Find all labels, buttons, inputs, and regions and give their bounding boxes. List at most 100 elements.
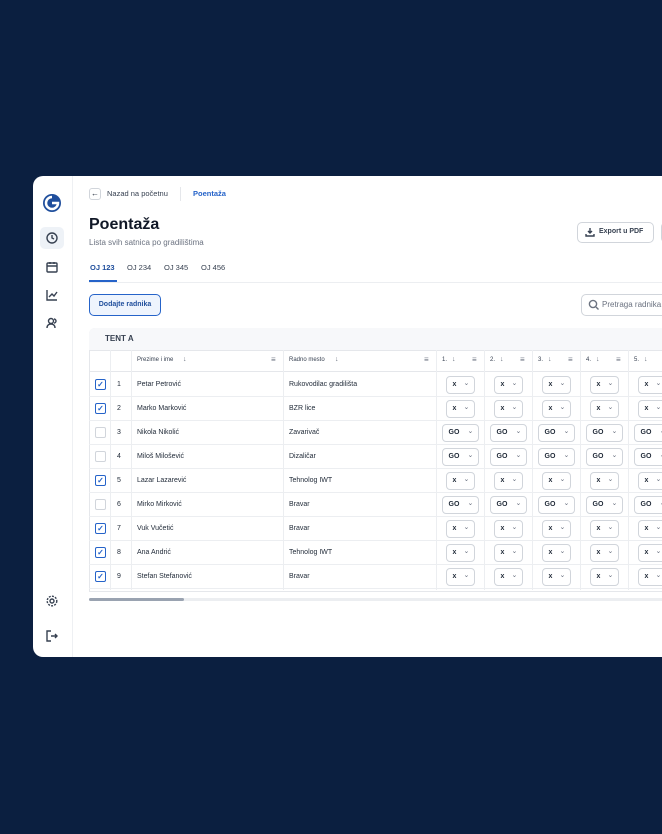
day-select[interactable] [541, 544, 571, 562]
day-select[interactable] [637, 568, 662, 586]
sort-icon[interactable]: ↓ [335, 356, 339, 363]
day-select[interactable] [493, 544, 523, 562]
day-select[interactable] [589, 472, 619, 490]
day-select[interactable] [493, 400, 523, 418]
checkbox[interactable]: ✓ [95, 403, 106, 414]
day-select[interactable] [589, 400, 619, 418]
column-header: 1. [442, 357, 448, 363]
nav-users[interactable] [46, 317, 58, 329]
day-select[interactable] [537, 496, 575, 514]
day-select[interactable] [445, 520, 475, 538]
sort-icon[interactable]: ↓ [548, 356, 552, 363]
day-select[interactable] [541, 400, 571, 418]
day-select[interactable] [493, 520, 523, 538]
checkbox[interactable]: ✓ [95, 379, 106, 390]
nav-chart[interactable] [46, 289, 58, 301]
day-select[interactable] [537, 448, 575, 466]
day-select[interactable] [493, 472, 523, 490]
job-title: Bravar [289, 501, 310, 508]
day-select[interactable] [489, 448, 527, 466]
chevron: ⌄ [655, 524, 662, 531]
day-select[interactable] [445, 376, 475, 394]
checkbox[interactable] [95, 427, 106, 438]
day-select[interactable] [585, 448, 623, 466]
day-select[interactable] [633, 424, 662, 442]
day-select[interactable] [493, 376, 523, 394]
column-header: Radno mesto [289, 357, 325, 363]
nav-settings[interactable] [46, 595, 58, 607]
day-select[interactable] [445, 568, 475, 586]
day-select[interactable] [489, 424, 527, 442]
day-select[interactable] [441, 448, 479, 466]
filter-icon[interactable]: ≡ [616, 355, 621, 364]
nav-calendar[interactable] [46, 261, 58, 273]
sort-icon[interactable]: ↓ [596, 356, 600, 363]
chevron: ⌄ [607, 380, 614, 387]
export-label: Export u PDF [599, 228, 644, 235]
checkbox[interactable]: ✓ [95, 571, 106, 582]
day-select[interactable] [441, 496, 479, 514]
day-select[interactable] [537, 424, 575, 442]
filter-icon[interactable]: ≡ [472, 355, 477, 364]
filter-icon[interactable]: ≡ [568, 355, 573, 364]
day-select[interactable] [585, 424, 623, 442]
add-worker-button[interactable]: Dodajte radnika [89, 294, 161, 316]
day-select[interactable] [489, 496, 527, 514]
column-line [580, 350, 581, 590]
day-select[interactable] [589, 568, 619, 586]
day-select[interactable] [493, 568, 523, 586]
row [89, 493, 662, 517]
day-select[interactable] [637, 472, 662, 490]
chevron: ⌄ [607, 404, 614, 411]
day-select[interactable] [445, 544, 475, 562]
day-select[interactable] [637, 544, 662, 562]
day-select[interactable] [541, 376, 571, 394]
day-select[interactable] [589, 544, 619, 562]
day-select[interactable] [541, 568, 571, 586]
scrollbar-thumb[interactable] [89, 598, 184, 601]
filter-icon[interactable]: ≡ [271, 355, 276, 364]
day-select[interactable] [541, 520, 571, 538]
sort-icon[interactable]: ↓ [452, 356, 456, 363]
checkbox[interactable]: ✓ [95, 547, 106, 558]
sort-icon[interactable]: ↓ [644, 356, 648, 363]
day-select[interactable] [589, 376, 619, 394]
day-select[interactable] [637, 400, 662, 418]
tab[interactable]: OJ 456 [201, 263, 226, 272]
nav-logout[interactable] [46, 630, 58, 642]
filter-icon[interactable]: ≡ [424, 355, 429, 364]
day-select[interactable] [445, 400, 475, 418]
checkbox[interactable] [95, 499, 106, 510]
breadcrumb-back[interactable]: Nazad na početnu [107, 189, 168, 198]
checkbox[interactable] [95, 451, 106, 462]
day-value: x [452, 525, 457, 532]
day-select[interactable] [633, 496, 662, 514]
day-select[interactable] [637, 376, 662, 394]
day-select[interactable] [633, 448, 662, 466]
day-select[interactable] [585, 496, 623, 514]
sort-icon[interactable]: ↓ [500, 356, 504, 363]
search-input[interactable] [581, 294, 662, 316]
day-value: x [548, 525, 553, 532]
chevron: ⌄ [463, 404, 470, 411]
back-icon[interactable]: ← [89, 188, 101, 200]
day-value: x [596, 525, 601, 532]
day-select[interactable] [637, 520, 662, 538]
day-select[interactable] [445, 472, 475, 490]
checkbox[interactable]: ✓ [95, 475, 106, 486]
day-select[interactable] [541, 472, 571, 490]
day-select[interactable] [589, 520, 619, 538]
day-value: x [500, 405, 505, 412]
day-value: x [596, 549, 601, 556]
export-button[interactable] [577, 222, 654, 243]
sort-icon[interactable]: ↓ [183, 356, 187, 363]
tab[interactable]: OJ 345 [164, 263, 189, 272]
download-icon [585, 228, 595, 237]
day-select[interactable] [441, 424, 479, 442]
day-value: GO [448, 429, 460, 436]
checkbox[interactable]: ✓ [95, 523, 106, 534]
tab[interactable]: OJ 234 [127, 263, 152, 272]
filter-icon[interactable]: ≡ [520, 355, 525, 364]
nav-clock[interactable] [46, 232, 58, 244]
tab[interactable]: OJ 123 [90, 263, 115, 272]
